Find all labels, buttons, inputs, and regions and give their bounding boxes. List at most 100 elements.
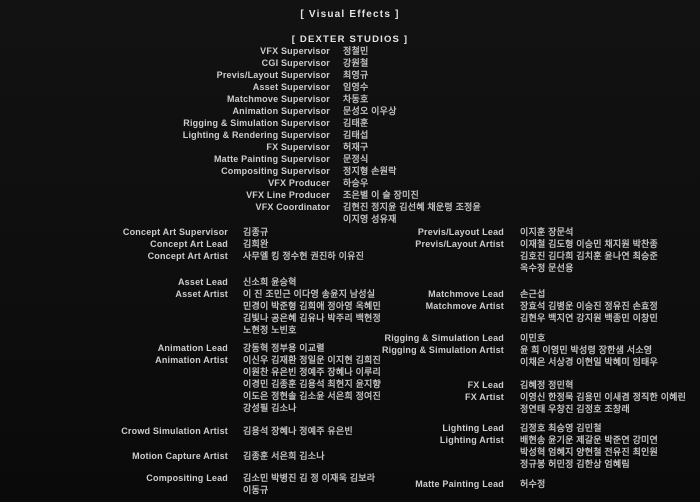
credit-name-line: 임영수	[343, 82, 369, 92]
credit-name-line: 정연태 우창진 김정호 조창래	[520, 404, 630, 414]
credit-name-line: 장효석 김병운 이승진 정유진 손효정	[520, 301, 659, 311]
credit-names: 김종훈 서은희 김소나	[243, 450, 350, 462]
credit-name-line: 김혜정 정민혁	[520, 380, 574, 390]
credit-role-label: FX Artist	[465, 392, 504, 402]
credit-names: 문성오 이우상	[343, 105, 700, 117]
credit-names: 문정식	[343, 153, 700, 165]
credit-row: Matchmove Supervisor 차동호	[0, 93, 700, 105]
credit-name-line: 정규봉 허민정 김한상 엄혜림	[520, 459, 630, 469]
credit-role-label: Animation Supervisor	[232, 106, 330, 116]
credit-name-line: 허수정	[520, 479, 546, 489]
credit-names: 이신우 김재환 정일운 이지현 김희진 이원찬 유은빈 정예주 장혜나 이루리 이경…	[243, 354, 381, 414]
credit-role-label: Concept Art Artist	[147, 251, 228, 261]
credit-names: 강원철	[343, 57, 700, 69]
credit-role-label: VFX Producer	[268, 178, 330, 188]
credit-names: 사무엘 킹 정수현 권진하 이유진	[243, 250, 364, 262]
credit-name-line: 김용석 장혜나 정예주 유은빈	[243, 426, 353, 436]
credit-name-line: 김정호 최승영 김민철	[520, 423, 602, 433]
credit-role-label: Previs/Layout Artist	[415, 239, 504, 249]
credit-role-label: Matchmove Supervisor	[226, 94, 330, 104]
credit-group: Crowd Simulation Artist 김용석 장혜나 정예주 유은빈	[0, 425, 353, 437]
credit-name-line: 최영규	[343, 70, 369, 80]
credit-group: Previs/Layout Lead 이지훈 장문석 Previs/Layout A…	[352, 226, 700, 274]
credit-role-label: Matchmove Lead	[428, 289, 504, 299]
credit-name-line: 문성오 이우상	[343, 106, 397, 116]
credit-role-label: FX Lead	[467, 380, 504, 390]
credit-role-label: Compositing Lead	[146, 473, 228, 483]
credit-names: 정철민	[343, 45, 700, 57]
credit-names: 차동호	[343, 93, 700, 105]
credit-names: 김소민 박병진 김 정 이재욱 김보라 이동규	[243, 472, 375, 496]
credit-row: Matte Painting Lead 허수정	[352, 478, 700, 490]
credit-group: Lighting Lead 김정호 최승영 김민철 Lighting Artist 배…	[352, 422, 700, 470]
credit-row: VFX Producer 하승우	[0, 177, 700, 189]
credit-role-label: FX Supervisor	[266, 142, 330, 152]
credit-names: 김희완	[243, 238, 350, 250]
credit-name-line: 하승우	[343, 178, 369, 188]
credit-names: 김종규	[243, 226, 350, 238]
credit-name-line: 김종훈 서은희 김소나	[243, 451, 325, 461]
credit-role-label: Compositing Supervisor	[221, 166, 330, 176]
credit-name-line: 옥수정 문선용	[520, 263, 574, 273]
credit-row: FX Artist 이영신 한정묵 김용민 이새겸 정직한 이혜린 정연태 우창진 …	[352, 391, 700, 415]
credit-row: Asset Artist 이 진 조민근 이다영 송윤지 남성실 민경이 박준형 김…	[0, 288, 380, 336]
credit-role-label: Rigging & Simulation Supervisor	[183, 118, 330, 128]
credit-names: 허재구	[343, 141, 700, 153]
credit-role-label: Motion Capture Artist	[132, 451, 228, 461]
credit-role-label: Lighting & Rendering Supervisor	[182, 130, 330, 140]
studio-title: [ DEXTER STUDIOS ]	[291, 34, 409, 45]
credit-name-line: 배현송 윤기운 제갈운 박준연 강미연	[520, 435, 659, 445]
credit-row: Matte Painting Supervisor 문정식	[0, 153, 700, 165]
credit-row: Previs/Layout Artist 이재철 김도형 이승민 채지원 박찬종 김…	[352, 238, 700, 274]
credit-name-line: 윤 희 이영민 박성령 장한샘 서소영	[520, 345, 653, 355]
credit-row: Asset Supervisor 임영수	[0, 81, 700, 93]
credit-name-line: 민경이 박준형 김희애 정아영 옥혜민	[243, 301, 382, 311]
credit-row: Rigging & Simulation Lead 이민호	[352, 332, 700, 344]
credit-row: Concept Art Artist 사무엘 킹 정수현 권진하 이유진	[0, 250, 364, 262]
credit-row: Rigging & Simulation Artist 윤 희 이영민 박성령 장…	[352, 344, 700, 368]
credit-names: 김현진 정지윤 김선혜 채운령 조정윤 이지영 성유재	[343, 201, 700, 225]
credit-row: Lighting & Rendering Supervisor 김태섭	[0, 129, 700, 141]
credit-group: Matte Painting Lead 허수정	[352, 478, 700, 490]
credit-names: 손근섭	[520, 288, 700, 300]
credit-names: 이 진 조민근 이다영 송윤지 남성실 민경이 박준형 김희애 정아영 옥혜민 김빛…	[243, 288, 381, 336]
credit-names: 조은별 이 슬 장미진	[343, 189, 700, 201]
credit-group: Rigging & Simulation Lead 이민호 Rigging & Si…	[352, 332, 700, 368]
credit-row: Matchmove Lead 손근섭	[352, 288, 700, 300]
credit-names: 이지훈 장문석	[520, 226, 700, 238]
credit-role-label: CGI Supervisor	[261, 58, 330, 68]
credit-names: 하승우	[343, 177, 700, 189]
credit-role-label: Matchmove Artist	[425, 301, 504, 311]
credit-row: Rigging & Simulation Supervisor 김태훈	[0, 117, 700, 129]
credit-name-line: 이경민 김종훈 김용석 최현지 윤지향	[243, 379, 382, 389]
credit-group: Concept Art Supervisor 김종규 Concept Art Lea…	[0, 226, 364, 262]
credit-names: 배현송 윤기운 제갈운 박준연 강미연 박성혁 엄혜지 양현철 전유진 최인원 정규…	[520, 434, 700, 470]
credit-names: 김태섭	[343, 129, 700, 141]
credit-group: Animation Lead 강동혁 정부용 이교렬 Animation Artis…	[0, 342, 381, 414]
credit-name-line: 김소민 박병진 김 정 이재욱 김보라	[243, 473, 376, 483]
credit-name-line: 정철민	[343, 46, 369, 56]
credit-name-line: 김태훈	[343, 118, 369, 128]
credit-name-line: 손근섭	[520, 289, 546, 299]
credit-role-label: Lighting Lead	[442, 423, 504, 433]
credit-row: Animation Supervisor 문성오 이우상	[0, 105, 700, 117]
credit-name-line: 이지훈 장문석	[520, 227, 574, 237]
credit-row: Asset Lead 신소희 윤승혁	[0, 276, 350, 288]
credit-row: Lighting Artist 배현송 윤기운 제갈운 박준연 강미연 박성혁 엄혜…	[352, 434, 700, 470]
credit-name-line: 김현우 백지연 강지원 백종민 이창민	[520, 313, 659, 323]
credit-role-label: VFX Coordinator	[255, 202, 330, 212]
credit-name-line: 김호진 김다희 김치훈 윤나연 최승준	[520, 251, 659, 261]
credit-names: 김태훈	[343, 117, 700, 129]
credit-names: 이재철 김도형 이승민 채지원 박찬종 김호진 김다희 김치훈 윤나연 최승준 옥수…	[520, 238, 700, 274]
credit-row: Compositing Supervisor 정지형 손원락	[0, 165, 700, 177]
credit-name-line: 강원철	[343, 58, 369, 68]
credit-group: Motion Capture Artist 김종훈 서은희 김소나	[0, 450, 350, 462]
credit-role-label: Asset Lead	[177, 277, 228, 287]
credit-name-line: 차동호	[343, 94, 369, 104]
credit-name-line: 이지영 성유재	[343, 214, 397, 224]
credit-role-label: Animation Lead	[157, 343, 228, 353]
credit-role-label: Previs/Layout Lead	[417, 227, 504, 237]
credit-name-line: 사무엘 킹 정수현 권진하 이유진	[243, 251, 365, 261]
